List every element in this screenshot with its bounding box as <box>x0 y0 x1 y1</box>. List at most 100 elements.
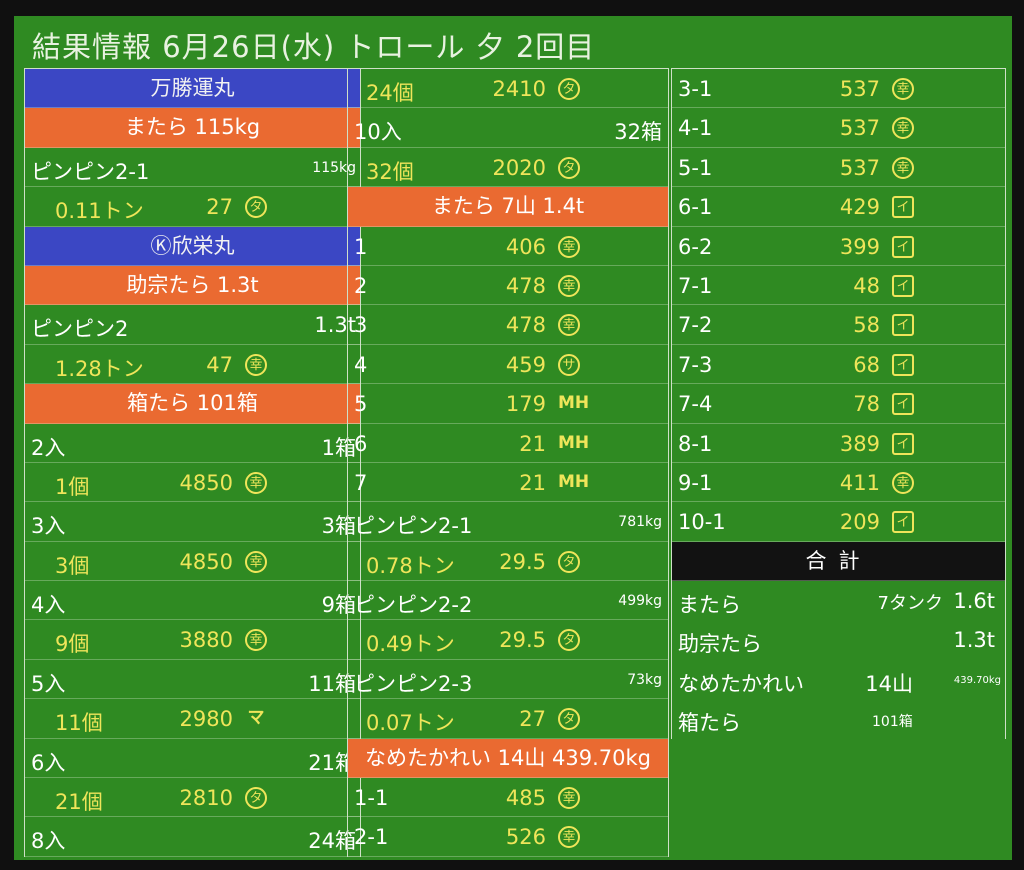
page-title: 結果情報 6月26日(水) トロール 夕 2回目 <box>32 30 596 64</box>
section-header: またら 7山 1.4t <box>348 187 668 227</box>
result-row: 9-1 411 幸 <box>672 463 1005 503</box>
row-value: 24箱 <box>308 829 356 854</box>
buyer-mark-icon: タ <box>558 708 580 731</box>
row-label: 10-1 <box>678 510 726 535</box>
row-price: 209 <box>839 510 880 535</box>
buyer-mark-icon: 幸 <box>892 117 914 140</box>
row-label: 7 <box>354 470 368 495</box>
row-price: 29.5 <box>499 628 546 653</box>
buyer-mark-icon: タ <box>558 550 580 573</box>
row-label: 7-2 <box>678 313 713 338</box>
section-header: 箱たら 101箱 <box>25 384 360 424</box>
row-value: 9箱 <box>321 593 356 618</box>
total-count: 7タンク <box>877 593 943 615</box>
row-quantity: 9個 <box>55 632 90 657</box>
row-price: 78 <box>853 392 880 417</box>
buyer-mark-icon: イ <box>892 196 914 219</box>
result-row: 3入 3箱 <box>25 502 360 542</box>
section-header: Ⓚ欣栄丸 <box>25 226 360 266</box>
row-price: 411 <box>839 470 880 495</box>
buyer-mark-icon: 幸 <box>892 78 914 100</box>
row-value: 1.3t <box>953 628 995 653</box>
row-value: 1.3t <box>314 313 356 338</box>
result-row: 4入 9箱 <box>25 581 360 621</box>
section-header: 助宗たら 1.3t <box>25 265 360 306</box>
row-quantity: 1個 <box>55 474 90 499</box>
row-price: 2410 <box>492 77 546 101</box>
row-price: 485 <box>505 786 546 811</box>
row-label: 3-1 <box>678 77 713 101</box>
total-row: 助宗たら 1.3t <box>672 620 1005 659</box>
buyer-mark-icon: イ <box>892 432 914 455</box>
buyer-mark-icon: MH <box>558 393 590 414</box>
row-price: 48 <box>853 273 880 298</box>
row-quantity: 0.07トン <box>366 711 455 736</box>
row-label: ピンピン2-1 <box>354 514 473 539</box>
result-row: 2入 1箱 <box>25 424 360 463</box>
result-row: 0.49トン 29.5 タ <box>348 620 668 660</box>
row-label: 7-1 <box>678 273 713 298</box>
row-price: 27 <box>206 195 233 220</box>
row-label: 6 <box>354 431 368 456</box>
buyer-mark-icon: イ <box>892 393 914 416</box>
row-price: 29.5 <box>499 549 546 574</box>
result-row: 0.11トン 27 タ <box>25 187 360 227</box>
row-value: 115kg <box>312 159 356 176</box>
result-row: ピンピン2-3 73kg <box>348 660 668 700</box>
row-price: 27 <box>519 707 546 732</box>
row-label: 8-1 <box>678 431 713 456</box>
row-price: 4850 <box>179 470 233 495</box>
row-label: ピンピン2-2 <box>354 593 473 618</box>
row-quantity: 0.11トン <box>55 199 144 224</box>
result-row: 4-1 537 幸 <box>672 108 1005 148</box>
buyer-mark-icon: イ <box>892 274 914 297</box>
result-row: ピンピン2-2 499kg <box>348 581 668 621</box>
buyer-mark-icon: 幸 <box>558 787 580 810</box>
row-label: またら <box>678 593 741 618</box>
total-count: 14山 <box>865 671 913 696</box>
row-label: 1 <box>354 234 368 259</box>
row-label: 6-1 <box>678 195 713 220</box>
result-row: 7-4 78 イ <box>672 384 1005 424</box>
row-label: 2 <box>354 273 368 298</box>
result-row: 6-2 399 イ <box>672 227 1005 266</box>
row-label: ピンピン2-1 <box>31 159 150 184</box>
result-row: 6-1 429 イ <box>672 187 1005 227</box>
buyer-mark-icon: 幸 <box>245 353 267 376</box>
row-label: ピンピン2-3 <box>354 671 473 696</box>
total-count: 101箱 <box>872 714 913 731</box>
row-price: 389 <box>839 431 880 456</box>
row-label: 5入 <box>31 671 66 696</box>
result-row: 7-1 48 イ <box>672 266 1005 306</box>
buyer-mark-icon: 幸 <box>558 314 580 337</box>
buyer-mark-icon: タ <box>558 156 580 179</box>
row-label: 7-4 <box>678 392 713 417</box>
row-value: 499kg <box>618 593 662 610</box>
section-header: 万勝運丸 <box>25 69 360 109</box>
row-value: 1.6t <box>953 589 995 614</box>
buyer-mark-icon: イ <box>892 353 914 376</box>
row-label: 5 <box>354 392 368 417</box>
row-price: 4850 <box>179 549 233 574</box>
row-price: 179 <box>505 392 546 417</box>
result-row: 11個 2980 マ <box>25 699 360 739</box>
row-label: 2入 <box>31 435 66 460</box>
row-value: 781kg <box>618 514 662 531</box>
result-row: ピンピン2-1 115kg <box>25 148 360 188</box>
row-quantity: 11個 <box>55 711 103 736</box>
result-row: 1個 4850 幸 <box>25 463 360 503</box>
total-weight: 439.70kg <box>953 674 1001 686</box>
row-label: 6-2 <box>678 234 713 259</box>
row-price: 21 <box>519 470 546 495</box>
row-quantity: 32個 <box>366 159 414 184</box>
result-row: 6 21 MH <box>348 424 668 463</box>
row-price: 537 <box>839 116 880 141</box>
row-label: ピンピン2 <box>31 317 129 342</box>
row-price: 406 <box>505 234 546 259</box>
section-header: なめたかれい 14山 439.70kg <box>348 738 668 779</box>
results-board: 結果情報 6月26日(水) トロール 夕 2回目 万勝運丸 またら 115kg ピン… <box>14 16 1012 860</box>
buyer-mark-icon: MH <box>558 471 590 492</box>
result-row: 6入 21箱 <box>25 739 360 779</box>
buyer-mark-icon: イ <box>892 511 914 534</box>
row-quantity: 24個 <box>366 81 414 105</box>
